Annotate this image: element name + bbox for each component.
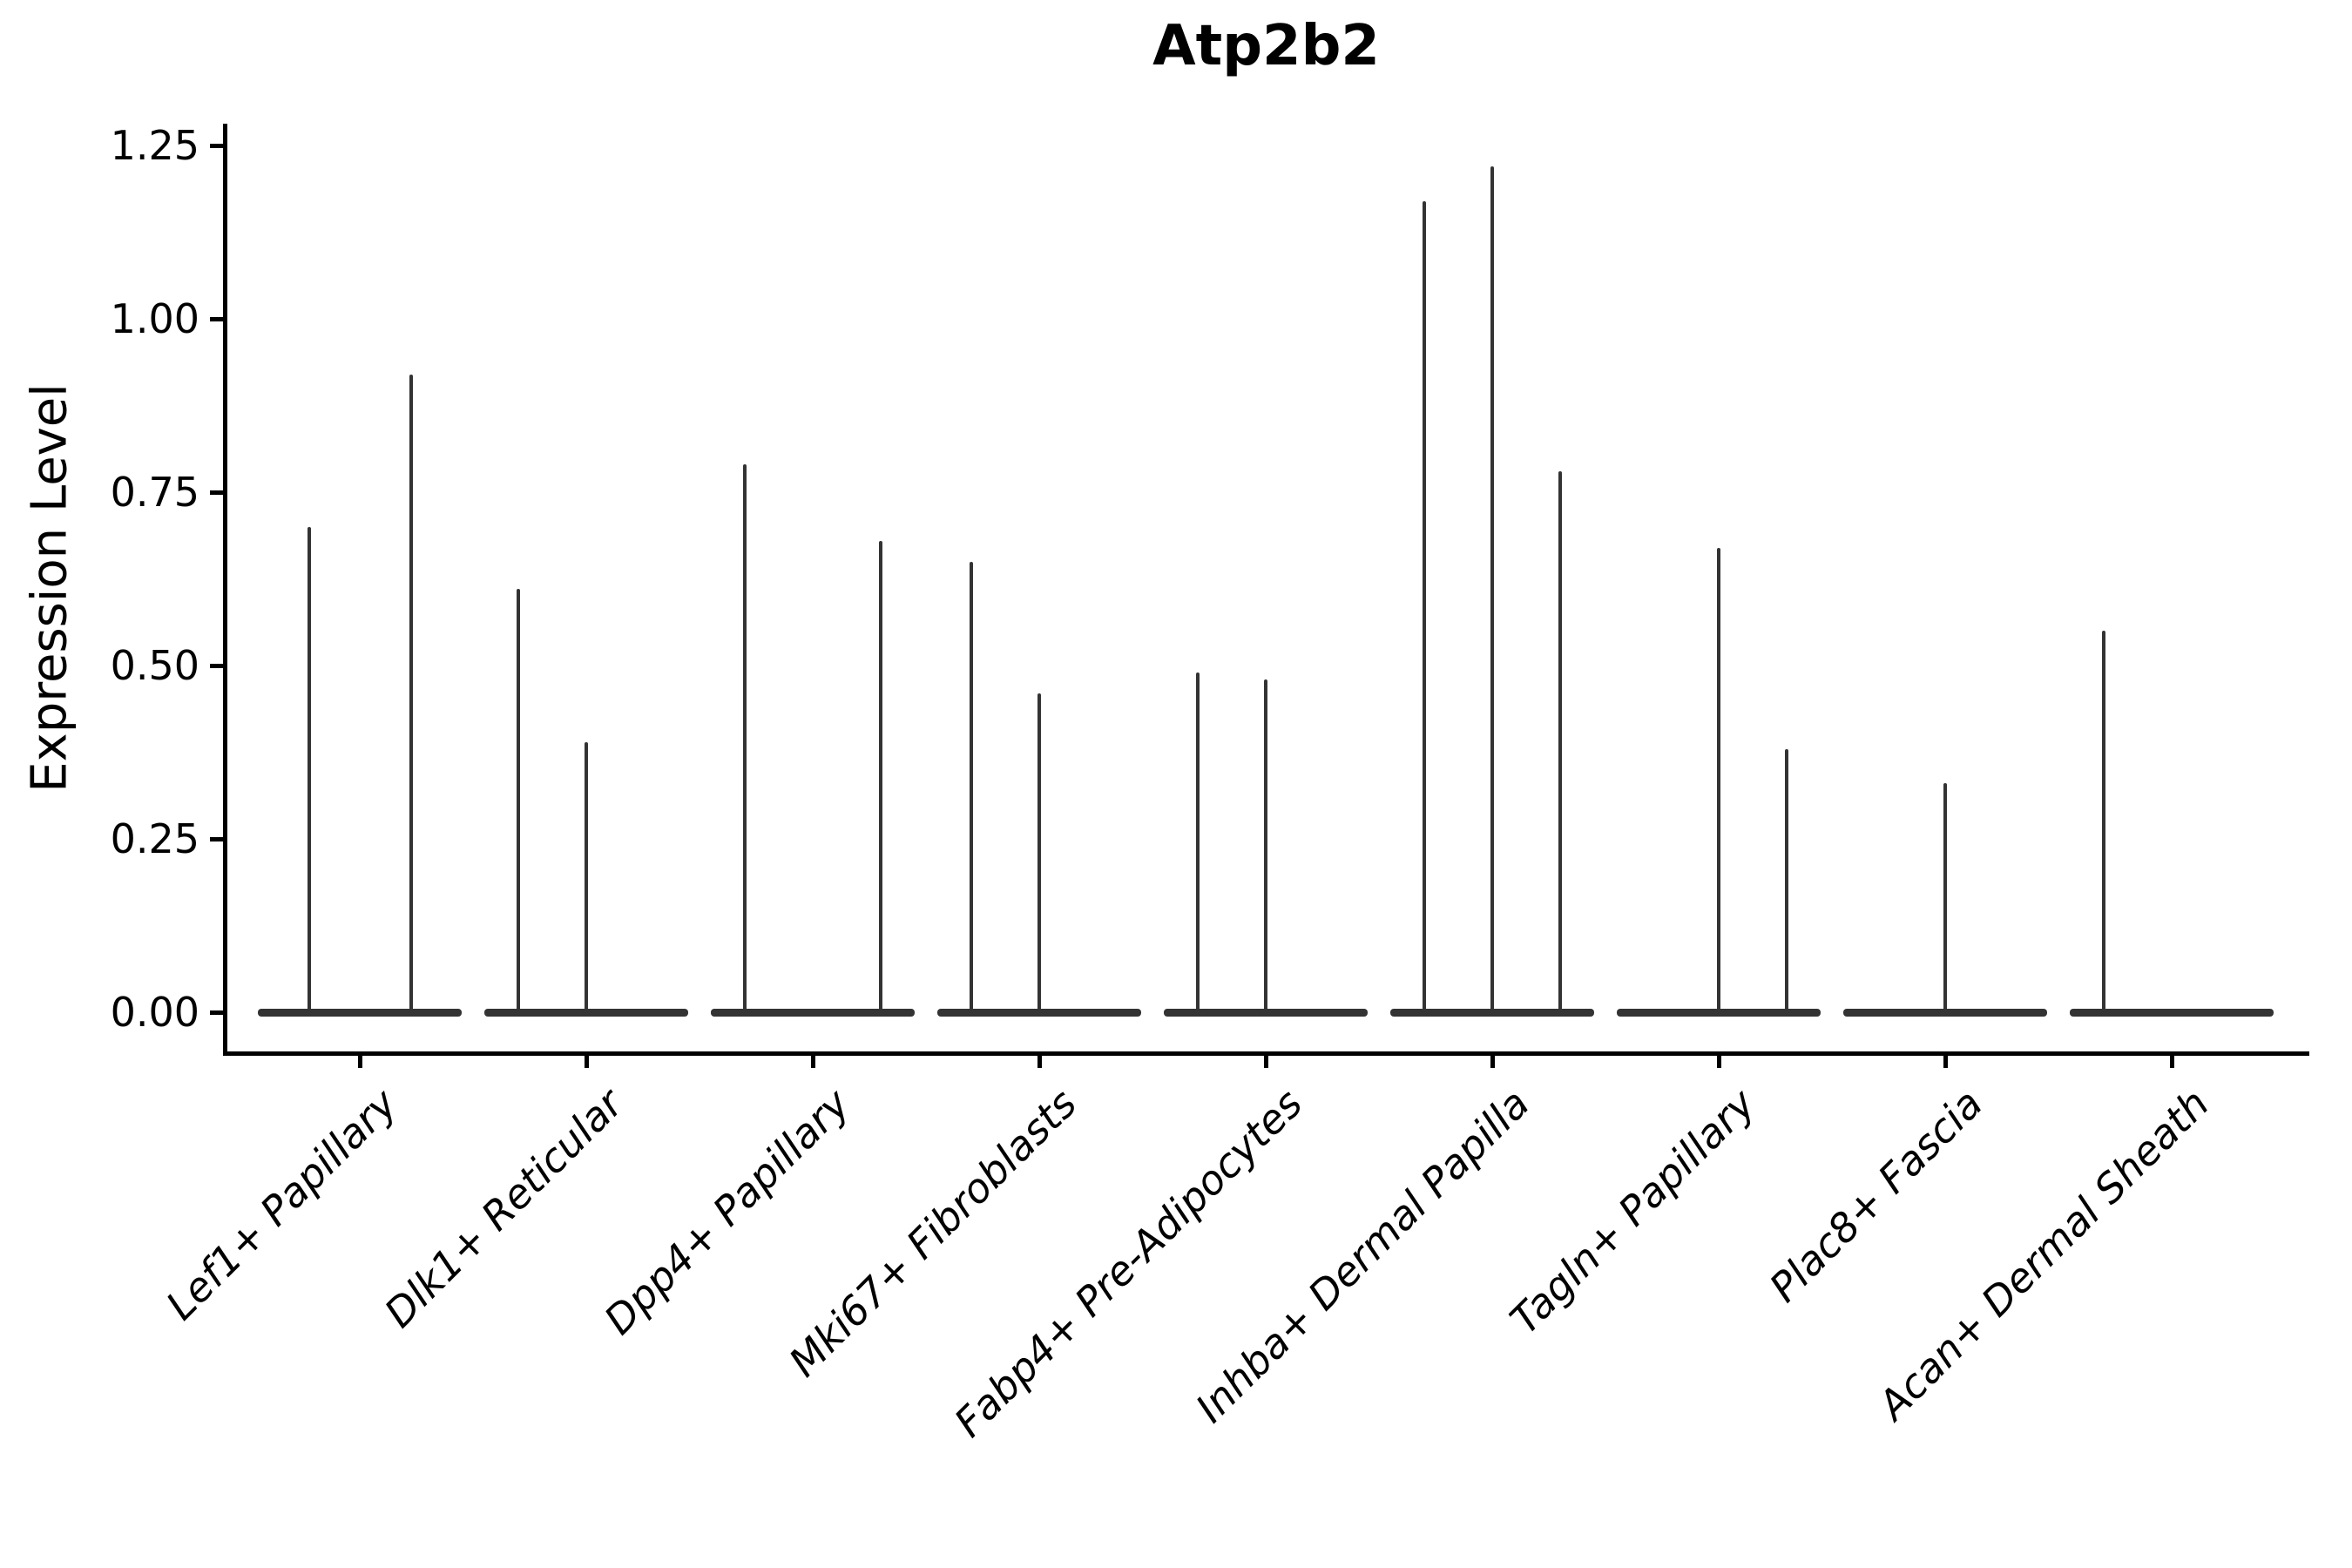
x-tick-label: Dpp4+ Papillary xyxy=(595,1079,859,1344)
y-tick-label: 1.25 xyxy=(110,122,199,169)
y-axis-spine xyxy=(223,124,227,1056)
violin-spike xyxy=(1264,679,1267,1012)
violin-spike xyxy=(743,464,747,1012)
violin-spike xyxy=(1785,748,1788,1012)
violin-spike xyxy=(1196,672,1200,1012)
violin-spike xyxy=(1558,471,1562,1012)
violin-spike xyxy=(307,526,311,1012)
y-tick-mark xyxy=(210,664,225,668)
violin-spike xyxy=(1717,547,1720,1012)
y-tick-label: 0.25 xyxy=(110,815,199,862)
y-tick-label: 0.00 xyxy=(110,989,199,1036)
violin-spike xyxy=(1943,783,1947,1012)
violin-base xyxy=(1390,1009,1594,1017)
violin-spike xyxy=(1490,166,1494,1012)
violin-base xyxy=(484,1009,688,1017)
x-tick-label: Tagln+ Papillary xyxy=(1501,1079,1765,1343)
violin-base xyxy=(1164,1009,1368,1017)
y-tick-label: 1.00 xyxy=(110,295,199,342)
x-tick-label: Lef1+ Papillary xyxy=(156,1079,406,1329)
x-tick-mark xyxy=(2170,1053,2174,1068)
chart-title: Atp2b2 xyxy=(1152,14,1380,78)
violin-spike xyxy=(1423,200,1426,1012)
violin-spike xyxy=(970,561,973,1012)
x-tick-mark xyxy=(1943,1053,1948,1068)
x-tick-label: Plac8+ Fascia xyxy=(1760,1079,1991,1311)
violin-spike xyxy=(1037,693,1041,1012)
violin-base xyxy=(1617,1009,1821,1017)
x-tick-mark xyxy=(1037,1053,1042,1068)
violin-base xyxy=(937,1009,1141,1017)
y-tick-mark xyxy=(210,1010,225,1015)
x-tick-mark xyxy=(1264,1053,1268,1068)
x-tick-mark xyxy=(811,1053,815,1068)
violin-spike xyxy=(2102,631,2105,1012)
violin-spike xyxy=(517,589,520,1012)
violin-base xyxy=(711,1009,915,1017)
y-tick-mark xyxy=(210,144,225,148)
violin-spike xyxy=(879,540,882,1012)
x-tick-mark xyxy=(585,1053,589,1068)
violin-base xyxy=(258,1009,462,1017)
x-tick-mark xyxy=(358,1053,362,1068)
y-tick-mark xyxy=(210,490,225,495)
y-tick-mark xyxy=(210,837,225,841)
violin-base xyxy=(1843,1009,2047,1017)
x-tick-mark xyxy=(1717,1053,1721,1068)
violin-spike xyxy=(409,374,413,1012)
violin-base xyxy=(2070,1009,2274,1017)
x-tick-mark xyxy=(1490,1053,1495,1068)
y-tick-mark xyxy=(210,317,225,321)
violin-spike xyxy=(585,741,588,1012)
y-tick-label: 0.50 xyxy=(110,642,199,689)
y-tick-label: 0.75 xyxy=(110,469,199,516)
x-tick-label: Dlk1+ Reticular xyxy=(375,1079,632,1337)
